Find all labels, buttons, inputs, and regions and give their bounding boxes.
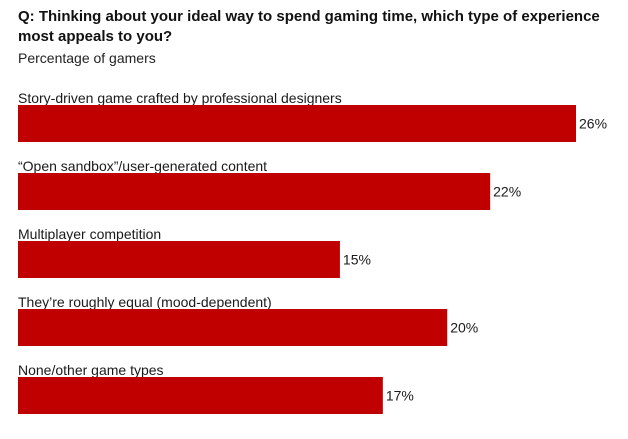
chart-title: Q: Thinking about your ideal way to spen… <box>18 8 600 45</box>
bar <box>18 377 383 414</box>
value-label: 26% <box>579 116 607 132</box>
bar <box>18 105 576 142</box>
bar <box>18 309 448 346</box>
category-label: They’re roughly equal (mood-dependent) <box>18 294 272 310</box>
chart-subtitle: Percentage of gamers <box>18 50 156 66</box>
category-label: Multiplayer competition <box>18 226 161 242</box>
category-label: Story-driven game crafted by professiona… <box>18 90 342 106</box>
value-label: 20% <box>450 320 478 336</box>
value-label: 15% <box>343 252 371 268</box>
value-label: 22% <box>493 184 521 200</box>
category-label: None/other game types <box>18 362 164 378</box>
bar <box>18 173 491 210</box>
category-label: “Open sandbox”/user-generated content <box>18 158 267 174</box>
bar <box>18 241 340 278</box>
value-label: 17% <box>386 388 414 404</box>
